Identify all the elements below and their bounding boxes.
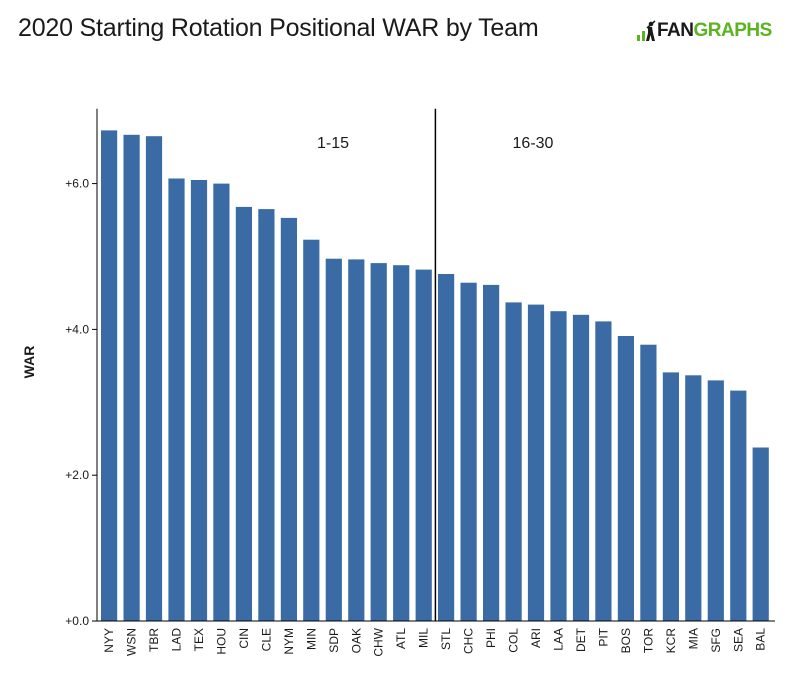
bar-min [303,239,320,621]
chart-title: 2020 Starting Rotation Positional WAR by… [18,14,539,42]
bar-tor [640,344,657,621]
bar-nym [280,217,297,621]
x-tick-label: ATL [394,628,408,649]
bar-sfg [707,380,724,621]
bar-tbr [145,136,163,621]
x-tick-label: BOS [619,628,633,653]
y-tick-label: +2.0 [65,468,89,482]
x-tick-label: HOU [214,628,228,655]
x-tick-label: ARI [529,628,543,648]
x-tick-label: WSN [125,628,139,656]
y-tick-label: +4.0 [65,322,89,336]
bar-bal [752,447,769,621]
x-tick-label: NYY [102,628,116,653]
bar-col [505,302,522,621]
bar-cin [235,206,252,621]
x-tick-label: BAL [754,628,768,651]
bar-tex [190,180,208,621]
y-tick-label: +0.0 [65,614,89,628]
bar-lad [168,178,185,621]
x-tick-label: PIT [596,627,610,646]
y-axis-label: WAR [21,346,37,379]
x-tick-label: CIN [237,628,251,649]
bar-bos [617,336,634,621]
y-tick-label: +6.0 [65,177,89,191]
group-label-1: 1-15 [317,135,349,152]
logo-text-fan: FAN [657,20,694,41]
fangraphs-logo: FAN GRAPHS [636,20,772,42]
x-tick-label: CHC [462,628,476,654]
x-tick-label: DET [574,627,588,652]
x-tick-label: TEX [192,628,206,651]
bar-atl [393,265,410,621]
x-tick-label: PHI [484,628,498,648]
x-tick-label: STL [439,628,453,650]
x-tick-label: LAA [552,628,566,651]
bar-nyy [101,130,118,621]
axes-layer: NYY WSN TBR LAD TEX HOU CIN CLE NYM MIN SDP OAK CHW A… [65,108,775,657]
x-tick-label: SEA [731,628,745,652]
bar-kcr [662,372,679,621]
bar-mia [685,375,702,621]
x-tick-label: OAK [349,628,363,653]
x-tick-label: CHW [372,627,386,656]
bar-det [572,314,590,621]
x-tick-label: KCR [664,628,678,654]
bar-mil [415,269,432,621]
batter-icon [637,20,656,41]
bar-chc [460,282,477,621]
bar-pit [595,321,612,621]
bar-phi [483,284,500,621]
x-tick-label: COL [507,628,521,653]
x-tick-label: MIN [304,628,318,650]
bar-ari [527,304,545,621]
bar-chw [370,263,387,621]
x-tick-label: TBR [147,628,161,652]
x-tick-label: MIL [417,628,431,648]
x-tick-label: TOR [641,628,655,653]
x-tick-label: NYM [282,628,296,655]
x-tick-label: CLE [259,628,273,651]
x-tick-label: SDP [327,628,341,653]
group-label-2: 16-30 [513,135,554,152]
bar-wsn [123,134,140,622]
logo-text-graphs: GRAPHS [693,20,773,41]
bars-layer [101,130,769,622]
bar-cle [258,209,275,621]
bar-stl [438,274,455,621]
x-tick-label: MIA [686,628,700,649]
x-tick-label: SFG [709,628,723,653]
bar-sdp [325,258,342,621]
x-tick-label: LAD [170,628,184,652]
bar-sea [730,390,747,621]
bar-oak [348,259,365,621]
bar-hou [213,183,230,621]
bar-laa [550,311,567,621]
